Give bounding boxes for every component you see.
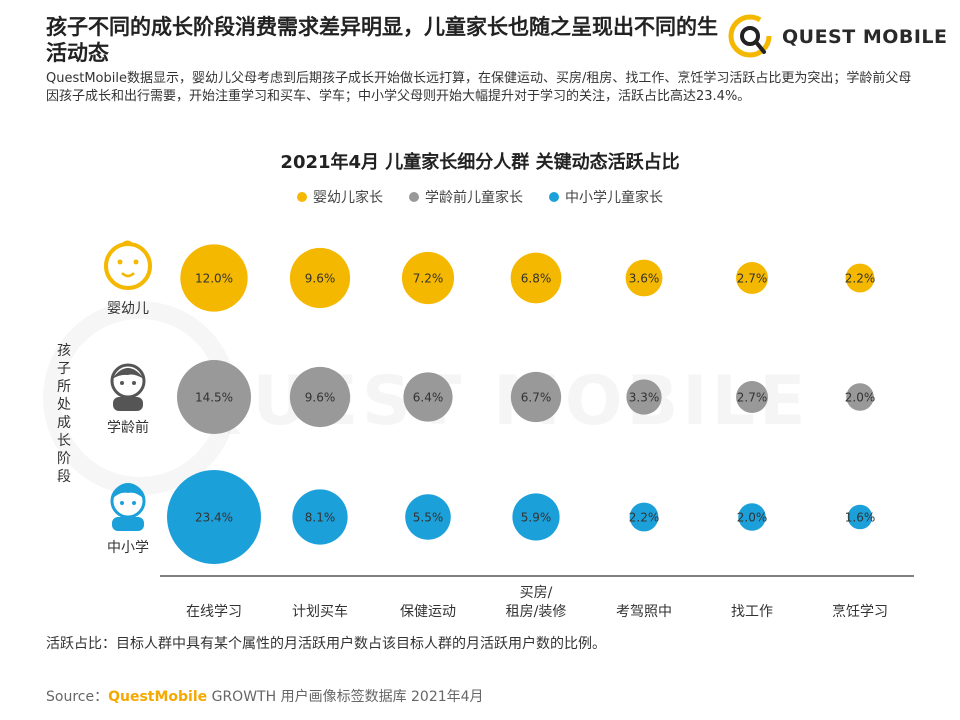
row-label: 学龄前: [107, 419, 149, 436]
bubble: [401, 251, 455, 305]
x-tick-label: 烹饪学习: [832, 603, 888, 620]
bubble: [847, 504, 873, 530]
x-tick-label: 计划买车: [292, 603, 348, 620]
chart-title: 2021年4月 儿童家长细分人群 关键动态活跃占比: [280, 152, 680, 173]
legend-dot-preschool: [409, 192, 419, 202]
bubble-value-label: 14.5%: [195, 391, 233, 405]
preschool-child-body: [113, 397, 143, 411]
legend-item-preschool: 学龄前儿童家长: [409, 187, 523, 207]
bubble-value-label: 5.5%: [413, 511, 444, 525]
bubble: [625, 259, 663, 297]
row-label: 婴幼儿: [107, 301, 149, 317]
bubble-value-label: 5.9%: [521, 511, 552, 525]
preschool-eye-left: [120, 381, 124, 385]
bubble: [405, 494, 451, 540]
bubble-value-label: 6.7%: [521, 391, 552, 405]
baby-eye-right: [133, 259, 139, 265]
legend-item-infant: 婴幼儿家长: [297, 187, 383, 207]
bubble: [629, 502, 659, 532]
bubble-value-label: 2.7%: [737, 391, 768, 405]
x-tick-label: 保健运动: [400, 604, 456, 620]
bubble-value-label: 2.2%: [845, 272, 876, 286]
bubble: [289, 247, 351, 309]
bubble: [736, 262, 768, 294]
student-eye-right: [132, 501, 136, 505]
source-brand: QuestMobile: [108, 689, 208, 705]
student-eye-left: [120, 501, 124, 505]
bubble: [512, 493, 560, 541]
bubble: [510, 371, 562, 423]
student-child-hair: [112, 483, 144, 499]
bubble-value-label: 3.3%: [629, 391, 660, 405]
row-label: 中小学: [107, 540, 149, 556]
source-line: Source：QuestMobile GROWTH 用户画像标签数据库 2021…: [46, 686, 484, 706]
page-title: 孩子不同的成长阶段消费需求差异明显，儿童家长也随之呈现出不同的生活动态: [46, 15, 718, 65]
source-rest: GROWTH 用户画像标签数据库 2021年4月: [207, 689, 484, 705]
bubble: [292, 489, 348, 545]
bubble-value-label: 2.0%: [845, 391, 876, 405]
bubble-value-label: 2.7%: [737, 272, 768, 286]
student-child-body: [112, 517, 144, 531]
description-text: QuestMobile数据显示，婴幼儿父母考虑到后期孩子成长开始做长远打算，在保…: [46, 71, 912, 104]
bubble-value-label: 8.1%: [305, 511, 336, 525]
baby-mouth: [121, 272, 135, 278]
bubble-value-label: 23.4%: [195, 511, 233, 525]
watermark-text: QUEST MOBILE: [191, 362, 810, 441]
legend-dot-infant: [297, 192, 307, 202]
y-axis-label: 孩子所处成长阶段: [57, 343, 71, 485]
legend-item-school: 中小学儿童家长: [549, 187, 663, 207]
x-tick-label: 在线学习: [186, 604, 242, 620]
legend-dot-school: [549, 192, 559, 202]
bubble: [510, 252, 562, 304]
questmobile-logo: QUEST MOBILE: [726, 12, 947, 60]
bubble: [177, 360, 251, 434]
bubble-value-label: 2.2%: [629, 511, 660, 525]
bubble: [167, 470, 261, 564]
questmobile-logo-icon: [728, 14, 772, 58]
bubble: [289, 366, 351, 428]
bubble-value-label: 6.8%: [521, 272, 552, 286]
bubble: [846, 383, 874, 411]
chart-legend: 婴幼儿家长 学龄前儿童家长 中小学儿童家长: [0, 187, 960, 207]
bubble-value-label: 2.0%: [737, 511, 768, 525]
logo-text: QUEST MOBILE: [782, 26, 948, 48]
preschool-child-hair: [112, 368, 144, 379]
legend-label-school: 中小学儿童家长: [565, 190, 663, 206]
legend-label-infant: 婴幼儿家长: [313, 190, 383, 206]
bubble: [626, 379, 662, 415]
baby-face-icon: [104, 242, 152, 290]
bubble: [736, 381, 768, 413]
bubble: [180, 244, 248, 312]
bubble: [403, 372, 453, 422]
bubble-value-label: 3.6%: [629, 272, 660, 286]
bubble-value-label: 6.4%: [413, 391, 444, 405]
bubble-value-label: 7.2%: [413, 272, 444, 286]
x-tick-label: 买房/租房/装修: [506, 585, 567, 620]
legend-label-preschool: 学龄前儿童家长: [425, 190, 523, 206]
bubble: [845, 263, 875, 293]
footnote: 活跃占比：目标人群中具有某个属性的月活跃用户数占该目标人群的月活跃用户数的比例。: [46, 636, 606, 652]
bubble-value-label: 12.0%: [195, 272, 233, 286]
x-tick-label: 考驾照中: [616, 604, 672, 620]
baby-hair-curl: [119, 240, 135, 248]
preschool-eye-right: [132, 381, 136, 385]
bubble-value-label: 1.6%: [845, 511, 876, 525]
source-label: Source：: [46, 689, 109, 705]
x-tick-label: 找工作: [731, 604, 773, 620]
bubble-value-label: 9.6%: [305, 391, 336, 405]
bubble: [738, 503, 766, 531]
bubble-value-label: 9.6%: [305, 272, 336, 286]
baby-eye-left: [117, 259, 123, 265]
